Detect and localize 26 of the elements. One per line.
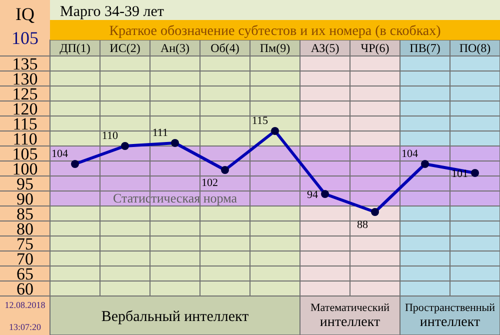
x-tick-label: ПО(8) <box>459 41 491 55</box>
band-label: Математический интеллект <box>310 302 390 330</box>
x-tick-label: ИС(2) <box>110 41 140 55</box>
text: 12.08.2018 <box>4 300 46 310</box>
x-tick-label: Об(4) <box>210 41 240 55</box>
chart-title: Марго 34-39 лет <box>60 4 164 20</box>
text: 13:07:20 <box>8 322 42 332</box>
x-tick-label: ЧР(6) <box>360 41 390 55</box>
data-label: 104 <box>402 148 418 160</box>
band-label: Пространственный интеллект <box>404 302 496 330</box>
data-label: 110 <box>102 130 118 142</box>
y-axis-title: IQ <box>16 4 34 24</box>
data-label: 111 <box>152 127 168 139</box>
data-label: 101 <box>452 168 468 180</box>
data-label: 102 <box>202 177 218 189</box>
x-tick-label: ДП(1) <box>60 41 90 55</box>
x-tick-label: Пм(9) <box>260 41 290 55</box>
data-label: 94 <box>307 189 318 201</box>
data-label: 104 <box>52 148 68 160</box>
data-label: 115 <box>252 115 268 127</box>
chart-subtitle: Краткое обозначение субтестов и их номера (в скобках) <box>109 24 442 39</box>
x-tick-label: АЗ(5) <box>310 41 340 55</box>
data-label: 88 <box>357 219 368 231</box>
x-tick-label: Ан(3) <box>160 41 190 55</box>
x-tick-label: ПВ(7) <box>410 41 440 55</box>
band-label: Вербальный интеллект <box>101 309 250 325</box>
